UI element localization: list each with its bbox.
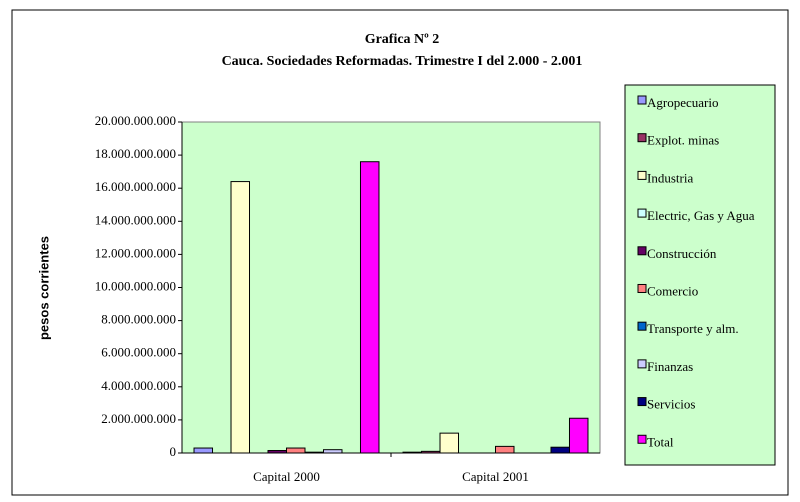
bar — [421, 450, 441, 454]
x-tick-label: Capital 2001 — [462, 469, 529, 484]
legend-swatch — [637, 208, 647, 218]
legend-label: Industria — [647, 170, 693, 185]
legend-swatch — [637, 397, 647, 407]
legend-label: Total — [647, 434, 674, 449]
bar — [550, 446, 570, 454]
legend-swatch — [637, 170, 647, 180]
legend-label: Comercio — [647, 283, 698, 298]
bar — [568, 417, 589, 454]
y-tick-label: 0 — [170, 444, 177, 459]
bar — [495, 445, 515, 454]
bar — [322, 449, 343, 454]
y-tick-label: 2.000.000.000 — [101, 411, 176, 426]
y-tick-label: 4.000.000.000 — [101, 378, 176, 393]
legend-label: Agropecuario — [647, 95, 718, 110]
legend-swatch — [637, 133, 647, 143]
y-tick-label: 14.000.000.000 — [95, 212, 176, 227]
y-tick-label: 12.000.000.000 — [95, 245, 176, 260]
legend-label: Servicios — [647, 397, 695, 412]
bar — [193, 447, 214, 454]
legend-swatch — [637, 283, 647, 293]
legend-label: Construcción — [647, 246, 717, 261]
legend-label: Finanzas — [647, 359, 693, 374]
legend-box — [624, 84, 776, 466]
y-tick-label: 8.000.000.000 — [101, 312, 176, 327]
legend-swatch — [637, 246, 647, 256]
y-axis-label: pesos corrientes — [36, 236, 51, 340]
legend-label: Electric, Gas y Agua — [647, 208, 755, 223]
bar — [439, 432, 460, 454]
legend-swatch — [637, 359, 647, 369]
y-tick-label: 10.000.000.000 — [95, 278, 176, 293]
y-tick-label: 18.000.000.000 — [95, 146, 176, 161]
bar — [304, 451, 324, 454]
chart-subtitle: Cauca. Sociedades Reformadas. Trimestre … — [222, 54, 583, 69]
chart-title: Grafica Nº 2 — [365, 32, 440, 47]
y-tick-label: 16.000.000.000 — [95, 179, 176, 194]
legend-swatch — [637, 321, 647, 331]
legend-swatch — [637, 95, 647, 105]
bar — [230, 181, 251, 454]
y-tick-label: 20.000.000.000 — [95, 113, 176, 128]
plot-area — [181, 121, 601, 454]
x-tick-label: Capital 2000 — [253, 469, 320, 484]
legend-label: Explot. minas — [647, 133, 719, 148]
legend-label: Transporte y alm. — [647, 321, 739, 336]
y-tick-label: 6.000.000.000 — [101, 345, 176, 360]
bar — [359, 161, 380, 454]
bar — [286, 447, 306, 454]
bar — [402, 451, 423, 454]
bar — [267, 450, 288, 454]
legend-swatch — [637, 434, 647, 444]
